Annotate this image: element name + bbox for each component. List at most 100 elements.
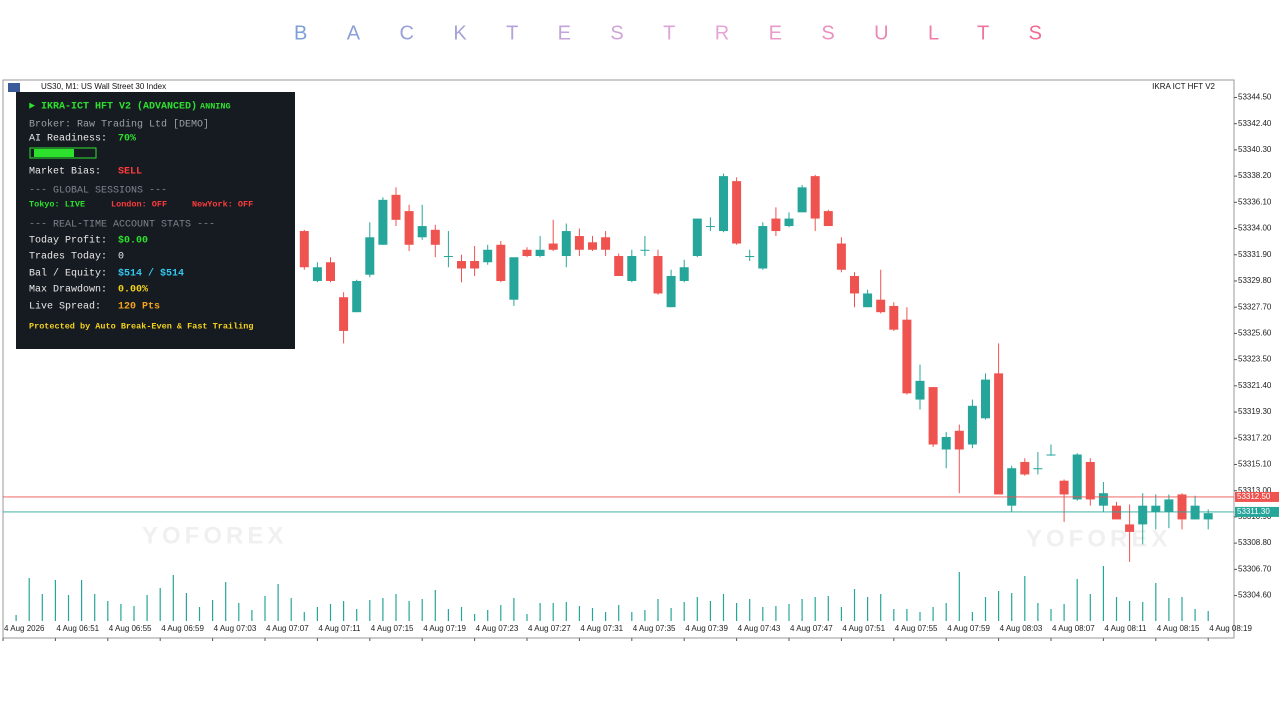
candle-body [1059,480,1069,495]
stats-header: --- REAL-TIME ACCOUNT STATS --- [29,220,215,231]
candle-body [1138,505,1148,525]
candle-body [719,176,728,232]
candle-body [732,181,742,244]
panel-overlap: ANNING [200,101,231,111]
profit-label: Today Profit: [29,235,107,247]
price-tag [1235,506,1279,517]
candle-body [863,293,873,308]
y-tick-label: 53331.90 [1238,250,1272,259]
symbol-icon [8,83,20,92]
x-tick-label: 4 Aug 07:07 [266,624,309,633]
x-tick-label: 4 Aug 07:35 [633,624,676,633]
candle-body [705,226,715,228]
candle-body [902,319,912,394]
candle-body [850,275,859,294]
candle-body [1203,513,1213,520]
candle-body [457,261,466,269]
candle-body [1072,454,1082,500]
x-tick-label: 4 Aug 2026 [4,624,45,633]
session-tokyo: Tokyo: LIVE [29,199,85,209]
candle-body [653,256,663,294]
y-tick-label: 53323.50 [1238,355,1272,364]
candle-body [1177,494,1187,520]
drawdown-value: 0.00% [118,285,148,296]
candle-body [522,249,532,257]
candle-body [365,237,375,275]
x-tick-label: 4 Aug 07:31 [580,624,623,633]
x-tick-label: 4 Aug 08:03 [1000,624,1043,633]
x-tick-label: 4 Aug 08:11 [1104,624,1147,633]
session-london: London: OFF [111,199,167,209]
candle-body [1151,505,1161,512]
x-tick-label: 4 Aug 07:15 [371,624,414,633]
candle-body [692,218,702,257]
candle-body [1125,524,1135,532]
y-tick-label: 53308.80 [1238,538,1272,547]
equity-value: $514 / $514 [118,268,184,280]
candle-body [915,380,925,400]
candle-body [876,299,886,313]
candle-body [588,242,597,250]
price-tag-label: 53312.50 [1237,492,1271,501]
y-tick-label: 53306.70 [1238,564,1272,573]
candle-body [561,231,571,257]
x-tick-label: 4 Aug 06:51 [56,624,99,633]
candle-body [679,267,689,281]
candle-body [509,257,519,300]
x-tick-label: 4 Aug 06:55 [109,624,152,633]
y-tick-label: 53327.70 [1238,302,1272,311]
y-tick-label: 53340.30 [1238,145,1272,154]
x-tick-label: 4 Aug 07:51 [842,624,885,633]
candle-body [836,243,846,270]
watermark: YOFOREX [142,522,287,549]
candle-body [1033,468,1043,470]
candle-body [1085,461,1095,500]
candle-body [417,226,427,238]
profit-value: $0.00 [118,235,148,247]
candle-body [326,262,335,281]
panel-footer: Protected by Auto Break-Even & Fast Trai… [29,321,253,331]
watermark: YOFOREX [1026,525,1171,552]
x-tick-label: 4 Aug 08:15 [1157,624,1200,633]
candle-body [745,256,755,258]
y-tick-label: 53336.10 [1238,197,1272,206]
symbol-label: US30, M1: US Wall Street 30 Index [41,82,166,91]
candle-body [614,256,624,276]
candle-body [535,249,545,257]
candle-body [339,297,349,331]
y-tick-label: 53338.20 [1238,171,1272,180]
y-tick-label: 53317.20 [1238,433,1272,442]
candle-body [1020,461,1030,475]
broker: Broker: Raw Trading Ltd [DEMO] [29,119,209,131]
x-tick-label: 4 Aug 07:39 [685,624,728,633]
candle-body [810,176,820,219]
y-tick-label: 53325.60 [1238,329,1272,338]
y-tick-label: 53319.30 [1238,407,1272,416]
x-tick-label: 4 Aug 08:07 [1052,624,1095,633]
y-tick-label: 53321.40 [1238,381,1272,390]
panel-title: ► IKRA-ICT HFT V2 (ADVANCED) [29,101,197,113]
plot-area: 53344.50 53342.40 53340.30 53338.20 53336.10… [2,93,1279,641]
indicator-label: IKRA ICT HFT V2 [1152,82,1215,91]
x-tick-label: 4 Aug 06:59 [161,624,204,633]
candle-body [1190,505,1200,520]
page-title: BACKTESTRESULTS [294,22,1081,44]
drawdown-label: Max Drawdown: [29,284,107,296]
candle-body [771,218,781,232]
candle-body [928,387,938,445]
candle-body [784,218,794,227]
x-tick-label: 4 Aug 07:11 [318,624,361,633]
candle-body [391,194,401,220]
spread-label: Live Spread: [29,301,101,313]
y-tick-label: 53315.10 [1238,460,1272,469]
candle-body [443,256,453,258]
ai-label: AI Readiness: [29,133,107,145]
candle-body [352,280,362,313]
y-tick-label: 53304.60 [1238,591,1272,600]
bias-label: Market Bias: [29,166,101,178]
sessions-header: --- GLOBAL SESSIONS --- [29,186,167,197]
info-panel: ANNING ► IKRA-ICT HFT V2 (ADVANCED) Brok… [16,92,295,349]
trades-value: 0 [118,252,124,263]
